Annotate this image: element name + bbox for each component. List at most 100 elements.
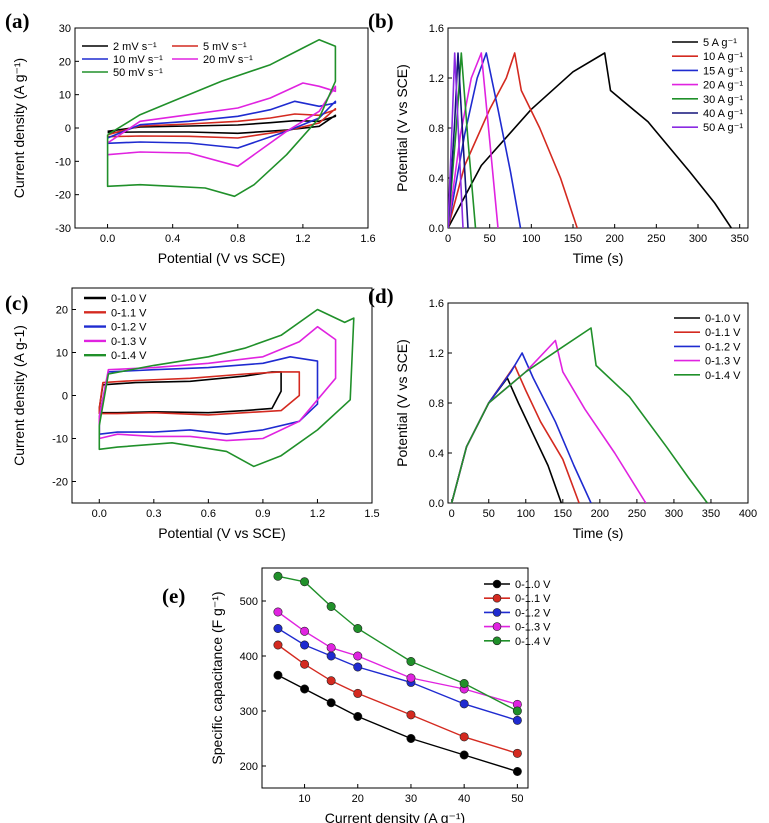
x-tick-label: 0.0 [100,233,115,245]
legend-label: 0-1.0 V [515,579,551,591]
data-point [326,643,336,653]
x-axis-label: Potential (V vs SCE) [158,250,286,266]
series-line-5 [450,327,708,503]
chart-d: 0 50 100 150 200 250 300 350 400 0.0 0.4 0.8 1.2 1.6 T… [368,284,757,541]
series-line-7 [448,52,464,228]
x-tick-label: 400 [739,508,757,520]
legend-label: 0-1.4 V [705,370,741,382]
series-line-4 [448,52,499,228]
y-tick-label: 1.6 [429,298,444,310]
data-point [326,651,336,661]
x-tick-label: 0.0 [92,508,107,520]
legend-label: 15 A g⁻¹ [703,65,743,77]
y-tick-label: 1.2 [429,73,444,85]
data-point [459,678,469,688]
legend-label: 0-1.3 V [705,356,741,368]
legend-label: 50 A g⁻¹ [703,122,743,134]
x-tick-label: 1.6 [360,233,375,245]
chart-a: 0.0 0.4 0.8 1.2 1.6 -30 -20 -10 0 10 20 30 Potential… [5,9,376,266]
legend-marker [492,579,502,589]
legend-marker [492,636,502,646]
series-line-5 [106,38,337,198]
data-point [512,715,522,725]
y-axis-label: Potential (V vs SCE) [394,64,410,192]
series-line-1 [448,52,732,228]
legend-marker [492,608,502,617]
y-tick-label: 0 [65,123,71,135]
series-line-4 [450,339,647,503]
legend-label: 0-1.0 V [705,313,741,325]
y-tick-label: 500 [240,596,258,608]
panel-label: (d) [368,284,394,308]
series-line-5 [277,575,518,712]
x-tick-label: 300 [665,508,683,520]
data-point [406,656,416,666]
legend-label: 0-1.3 V [515,622,551,634]
x-tick-label: 40 [458,793,470,805]
legend-label: 0-1.1 V [515,593,551,605]
y-tick-label: 1.2 [429,348,444,360]
series-line-3 [448,52,522,228]
y-tick-label: 10 [59,90,71,102]
data-point [459,699,469,709]
x-tick-label: 100 [517,508,535,520]
data-point [512,766,522,776]
legend-label: 40 A g⁻¹ [703,108,743,120]
panel-label: (b) [368,9,394,33]
x-tick-label: 0.6 [201,508,216,520]
y-tick-label: 1.6 [429,23,444,35]
x-tick-label: 150 [554,508,572,520]
data-point [406,710,416,720]
x-tick-label: 150 [564,233,582,245]
x-tick-label: 0 [445,233,451,245]
x-tick-label: 100 [522,233,540,245]
series-line-3 [277,627,518,722]
data-point [353,688,363,698]
series-line-3 [98,355,319,436]
y-tick-label: -10 [52,434,68,446]
data-point [300,659,310,669]
data-point [353,651,363,661]
series-group [277,575,518,773]
legend-label: 0-1.2 V [515,607,551,619]
x-tick-label: 350 [702,508,720,520]
y-tick-label: 20 [56,305,68,317]
series-line-6 [448,52,469,228]
series-group [98,308,355,468]
data-point [353,662,363,672]
y-tick-label: 0.0 [429,223,444,235]
series-line-5 [98,308,355,468]
y-tick-label: 30 [59,23,71,35]
legend-label: 0-1.4 V [515,636,551,648]
data-point [273,670,283,680]
data-point [512,748,522,758]
y-tick-label: -20 [52,477,68,489]
x-tick-label: 350 [730,233,748,245]
x-tick-label: 10 [298,793,310,805]
x-tick-label: 250 [647,233,665,245]
series-line-1 [98,371,282,414]
x-tick-label: 50 [511,793,523,805]
data-point [353,711,363,721]
legend-label: 5 mV s⁻¹ [203,41,247,53]
y-tick-label: 0.4 [429,448,444,460]
chart-e: 10 20 30 40 50 200 300 400 500 Current density (A… [162,567,551,823]
x-tick-label: 0.3 [146,508,161,520]
y-tick-label: 0.8 [429,123,444,135]
x-tick-label: 20 [352,793,364,805]
x-tick-label: 200 [591,508,609,520]
x-tick-label: 250 [628,508,646,520]
y-tick-label: 300 [240,706,258,718]
x-tick-label: 1.5 [364,508,379,520]
series-line-2 [107,107,337,139]
y-tick-label: 0 [62,391,68,403]
series-line-2 [277,644,518,755]
legend-label: 0-1.3 V [111,336,147,348]
series-group [448,52,732,228]
y-tick-label: 200 [240,761,258,773]
panel-label: (a) [5,9,30,33]
x-tick-label: 50 [484,233,496,245]
data-point [406,673,416,683]
legend-label: 2 mV s⁻¹ [113,41,157,53]
data-point [300,684,310,694]
